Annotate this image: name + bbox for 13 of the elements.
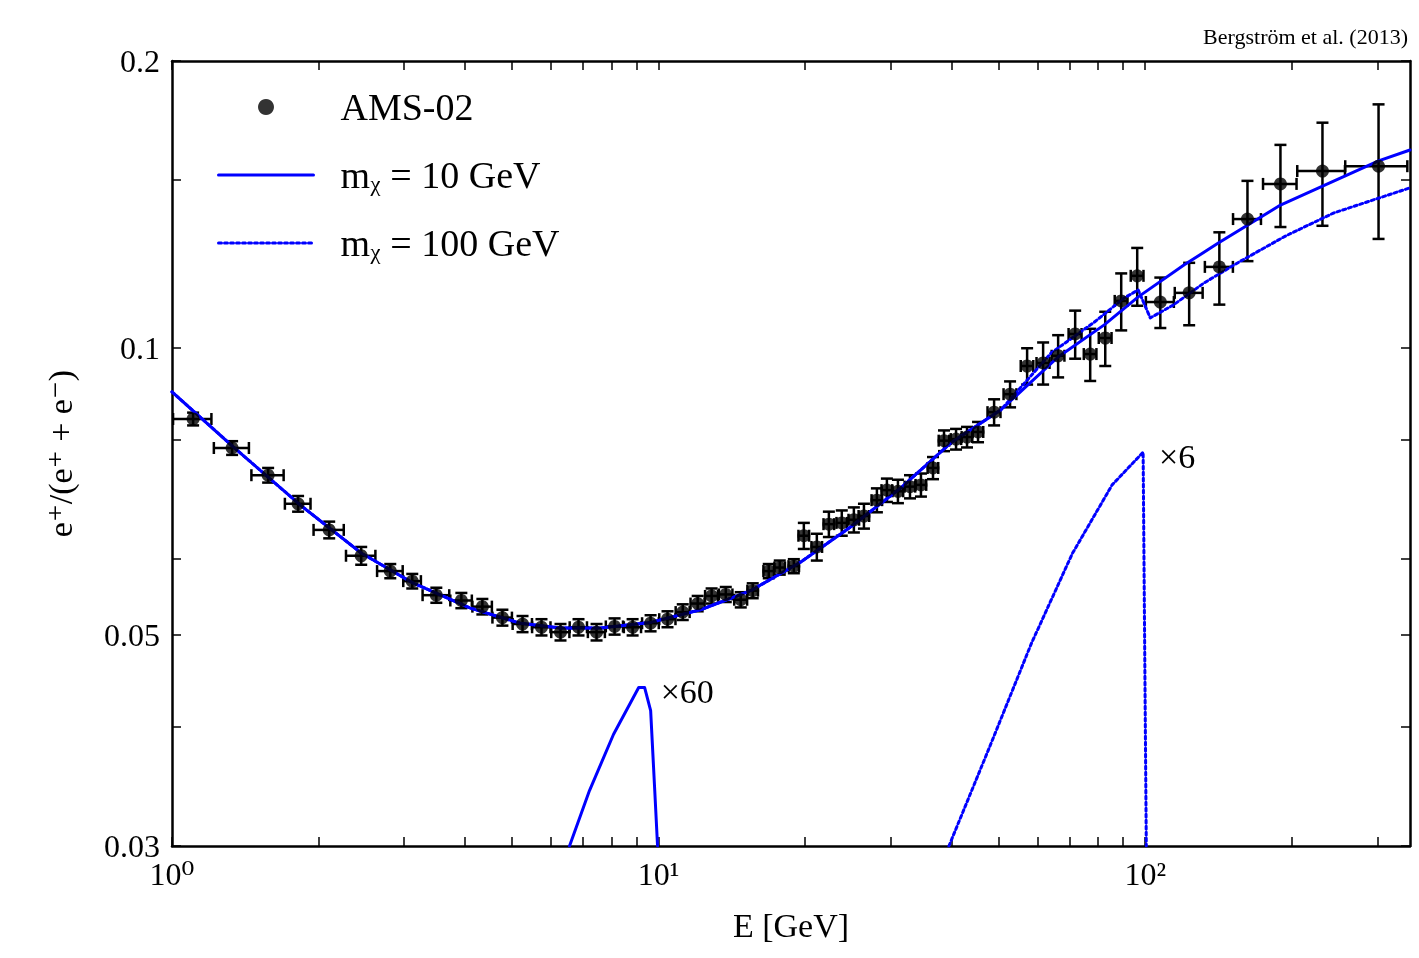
x-tick-label: 10¹	[637, 856, 680, 892]
text: Bergström et al. (2013)	[1203, 23, 1408, 49]
x-axis-title: E [GeV]	[732, 906, 850, 944]
legend-label: AMS-02	[340, 86, 474, 128]
annotation: ×6	[1159, 437, 1196, 475]
x-tick-label: 10²	[1124, 856, 1167, 892]
legend-label: mᵪ = 100 GeV	[340, 222, 561, 264]
legend-label: mᵪ = 10 GeV	[340, 154, 542, 196]
y-tick-label: 0.2	[120, 43, 160, 79]
y-tick-label: 0.05	[104, 616, 160, 653]
y-tick-label: 0.1	[120, 329, 160, 366]
annotation: ×60	[660, 673, 714, 711]
y-axis-title: e⁺/(e⁺ + e⁻)	[41, 369, 80, 538]
